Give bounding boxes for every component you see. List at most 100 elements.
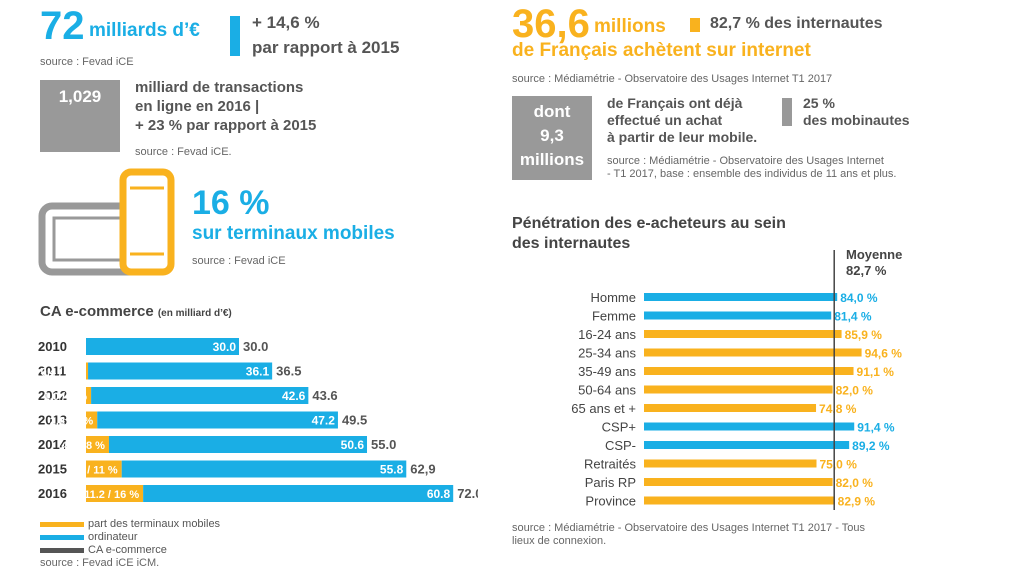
label-ordinateur: 50.6: [341, 438, 365, 452]
year-label: 2014: [38, 437, 68, 452]
category-label: Femme: [592, 309, 636, 324]
bar: [644, 496, 835, 505]
category-label: Homme: [590, 290, 636, 305]
bar-mobile: [86, 411, 98, 429]
buyers-unit: millions: [594, 16, 666, 37]
legend-item-ordinateur: ordinateur: [40, 531, 220, 544]
pen-source2: lieux de connexion.: [512, 535, 607, 547]
mob-pct1: 25 %: [803, 95, 835, 111]
category-label: 50-64 ans: [578, 383, 636, 398]
label-mobile: 7.0 / 11 %: [69, 465, 118, 477]
label-mobile: 1.0 / 2 %: [44, 391, 88, 403]
mob-pct: 25 % des mobinautes: [803, 95, 910, 129]
bar-ordinateur: [91, 387, 309, 404]
bar: [644, 367, 854, 375]
label-mobile: 4.5 / 8 %: [62, 440, 106, 452]
value-label: 91,1 %: [857, 365, 895, 379]
pen-title2: des internautes: [512, 235, 631, 252]
bar: [644, 441, 850, 449]
bar: [644, 385, 833, 394]
value-label: 81,4 %: [834, 310, 872, 324]
label-total: 30.0: [243, 339, 268, 354]
legend-item-total: CA e-commerce: [40, 544, 220, 557]
value-label: 84,0 %: [840, 291, 878, 305]
mob-pct2: des mobinautes: [803, 112, 910, 128]
label-total: 49.5: [342, 413, 367, 428]
bar: [644, 293, 838, 301]
value-label: 75,0 %: [820, 458, 858, 472]
category-label: 16-24 ans: [578, 327, 636, 342]
legend-swatch-total: [40, 547, 84, 553]
pen-source: source : Médiamétrie - Observatoire des …: [512, 522, 865, 548]
ca-chart-source: source : Fevad iCE iCM.: [40, 557, 160, 569]
avg-value-text: 82,7 %: [846, 263, 887, 278]
value-label: 82,0 %: [836, 476, 874, 490]
label-mobile: 2.2 / 5 %: [50, 416, 94, 428]
bar: [644, 311, 832, 320]
devices-icon: [38, 168, 175, 276]
bar-ordinateur: [143, 485, 454, 502]
label-mobile: 11.2 / 16 %: [84, 489, 139, 501]
label-total: 55.0: [371, 437, 396, 452]
pen-title: Pénétration des e-acheteurs au sein des …: [512, 214, 786, 254]
bar-mobile: [86, 485, 144, 502]
mob-source1: source : Médiamétrie - Observatoire des …: [607, 155, 884, 167]
mob-text3: à partir de leur mobile.: [607, 129, 758, 145]
year-label: 2011: [38, 364, 66, 379]
category-label: Paris RP: [585, 475, 636, 490]
avg-label: Moyenne 82,7 %: [846, 247, 902, 279]
pen-title1: Pénétration des e-acheteurs au sein: [512, 215, 786, 232]
bar-mobile: [86, 387, 92, 404]
bar: [644, 459, 817, 468]
label-ordinateur: 36.1: [246, 365, 270, 379]
bar: [644, 478, 833, 486]
tx-line2: en ligne en 2016 |: [135, 98, 260, 115]
bar-mobile: [86, 460, 122, 478]
mobile-buyers-box: dont 9,3 millions: [512, 96, 592, 180]
internautes-marker: [690, 18, 700, 32]
year-label: 2016: [38, 486, 67, 501]
tx-line1: milliard de transactions: [135, 79, 304, 96]
growth-marker: [230, 16, 240, 56]
mobile-pct: 16 %: [192, 184, 270, 222]
value-label: 94,6 %: [865, 347, 903, 361]
penetration-chart: Homme 84,0 % Femme 81,4 % 16-24 ans 85,9 % 25-…: [571, 250, 903, 510]
value-label: 82,0 %: [836, 384, 874, 398]
legend-item-mobile: part des terminaux mobiles: [40, 518, 220, 531]
category-label: 35-49 ans: [578, 364, 636, 379]
value-label: 91,4 %: [857, 421, 895, 435]
buyers-value: 36,6: [512, 2, 590, 46]
bar: [644, 422, 855, 431]
growth-line2: par rapport à 2015: [252, 38, 400, 57]
category-label: 65 ans et +: [571, 401, 636, 416]
mob-box-line3: millions: [519, 150, 585, 169]
buyers-source: source : Médiamétrie - Observatoire des …: [512, 73, 833, 85]
legend-swatch-mobile: [40, 521, 84, 527]
label-ordinateur: 42.6: [282, 389, 306, 403]
ca-unit: milliards d’€: [89, 20, 200, 41]
year-label: 2012: [38, 388, 67, 403]
tx-line3: + 23 % par rapport à 2015: [135, 117, 317, 134]
bar-ordinateur: [108, 436, 368, 453]
label-total: 72.0: [457, 486, 478, 501]
year-label: 2015: [38, 462, 67, 477]
bar: [644, 330, 842, 338]
avg-label-text: Moyenne: [846, 247, 903, 262]
bar-ordinateur: [86, 338, 239, 355]
label-total: 62,9: [410, 462, 435, 477]
bar-mobile: [86, 436, 109, 453]
category-label: CSP-: [605, 438, 636, 453]
bar-mobile: [86, 362, 89, 380]
tx-text: milliard de transactions en ligne en 201…: [135, 78, 316, 135]
mob-text2: effectué un achat: [607, 112, 723, 128]
bar-ordinateur: [121, 460, 407, 478]
category-label: CSP+: [602, 420, 636, 435]
category-label: Province: [585, 494, 636, 509]
category-label: 25-34 ans: [578, 346, 636, 361]
mob-text1: de Français ont déjà: [607, 95, 743, 111]
bar-ordinateur: [88, 362, 273, 380]
growth-line1: + 14,6 %: [252, 13, 320, 32]
ca-legend: part des terminaux mobiles ordinateur CA…: [40, 518, 220, 570]
year-label: 2013: [38, 413, 67, 428]
category-label: Retraités: [584, 457, 637, 472]
